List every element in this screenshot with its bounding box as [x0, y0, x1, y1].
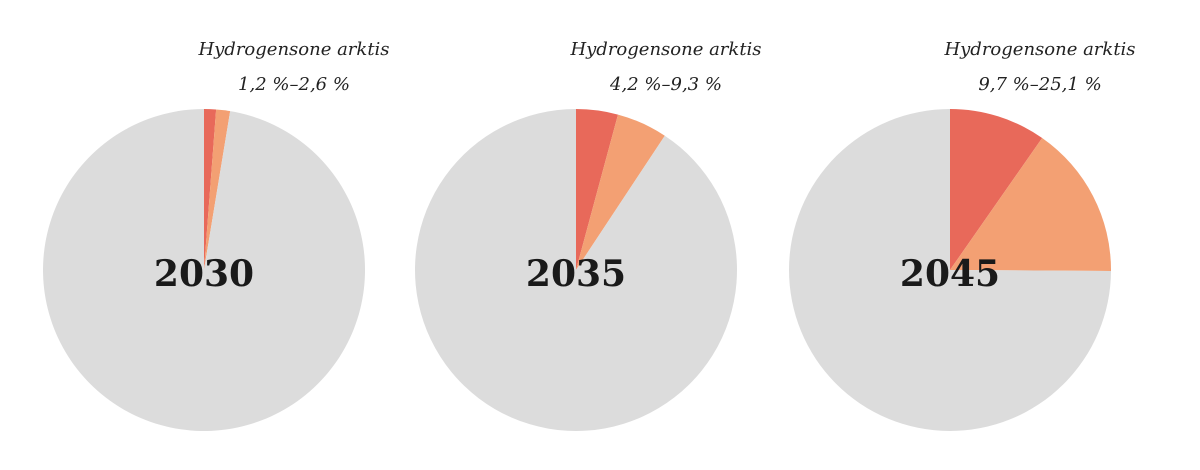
- zone-range-2045: 9,7 %–25,1 %: [978, 74, 1101, 95]
- year-label-2045: 2045: [900, 253, 1000, 295]
- pie-slices-2035: [415, 108, 738, 431]
- pie-chart-2030: Hydrogensone arktis 1,2 %–2,6 % 2030: [43, 39, 390, 432]
- year-label-2035: 2035: [526, 253, 626, 295]
- zone-range-2035: 4,2 %–9,3 %: [609, 74, 722, 95]
- zone-low-slice-2035: [576, 108, 618, 270]
- pie-slices-2045: [789, 109, 1112, 432]
- zone-title-2035: Hydrogensone arktis: [569, 39, 761, 60]
- pie-chart-2035: Hydrogensone arktis 4,2 %–9,3 % 2035: [415, 39, 762, 431]
- zone-low-slice-2030: [204, 109, 217, 270]
- year-label-2030: 2030: [154, 253, 254, 295]
- remainder-slice-2045: [789, 109, 1111, 432]
- zone-low-slice-2045: [950, 109, 1043, 270]
- pie-chart-2045: Hydrogensone arktis 9,7 %–25,1 % 2045: [789, 39, 1136, 432]
- zone-title-2045: Hydrogensone arktis: [943, 39, 1135, 60]
- remainder-slice-2030: [43, 109, 366, 432]
- zone-title-2030: Hydrogensone arktis: [197, 39, 389, 60]
- zone-high-slice-2030: [204, 109, 231, 271]
- remainder-slice-2035: [415, 109, 738, 431]
- zone-range-2030: 1,2 %–2,6 %: [238, 74, 350, 95]
- pie-slices-2030: [43, 109, 366, 432]
- zone-high-slice-2045: [950, 137, 1112, 272]
- zone-high-slice-2035: [576, 114, 665, 270]
